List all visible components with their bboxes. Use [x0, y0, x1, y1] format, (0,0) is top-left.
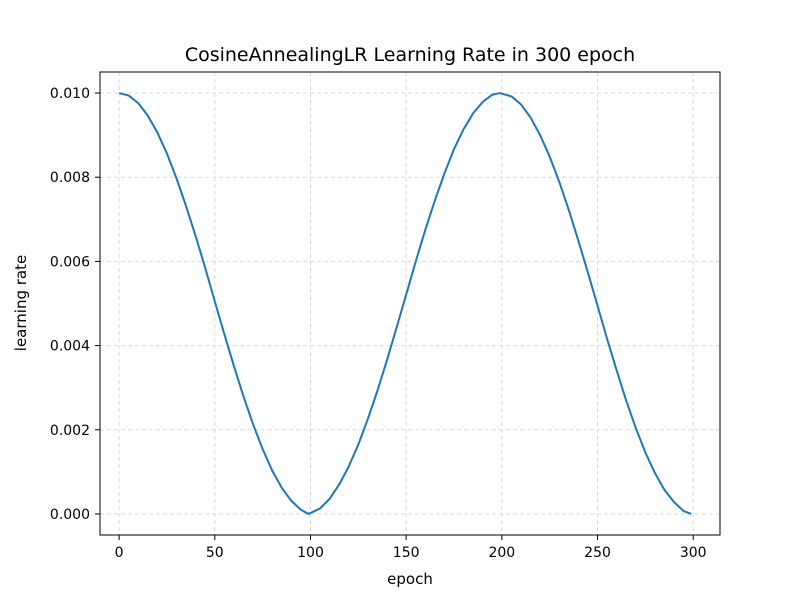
- y-tick-label: 0.004: [50, 339, 90, 355]
- chart-title: CosineAnnealingLR Learning Rate in 300 e…: [185, 44, 635, 66]
- series-layer: [118, 92, 692, 515]
- x-tick-label: 150: [393, 545, 420, 561]
- y-tick-label: 0.002: [50, 423, 90, 439]
- x-axis-label: epoch: [387, 570, 433, 588]
- y-axis-label: learning rate: [12, 255, 30, 351]
- grid-layer: [100, 72, 720, 535]
- series-line: [118, 92, 692, 515]
- plot-frame: [99, 71, 721, 536]
- tick-layer: 0 50 100 150 200 250 300 0.000 0.002 0.004 0.006 0.…: [50, 86, 707, 561]
- x-tick-label: 50: [206, 545, 224, 561]
- x-tick-label: 0: [115, 545, 124, 561]
- x-tick-label: 200: [488, 545, 515, 561]
- x-tick-label: 100: [297, 545, 324, 561]
- x-tick-label: 250: [584, 545, 611, 561]
- y-tick-label: 0.008: [50, 170, 90, 186]
- y-tick-label: 0.000: [50, 507, 90, 523]
- x-tick-label: 300: [680, 545, 707, 561]
- y-tick-label: 0.006: [50, 254, 90, 270]
- y-tick-label: 0.010: [50, 86, 90, 102]
